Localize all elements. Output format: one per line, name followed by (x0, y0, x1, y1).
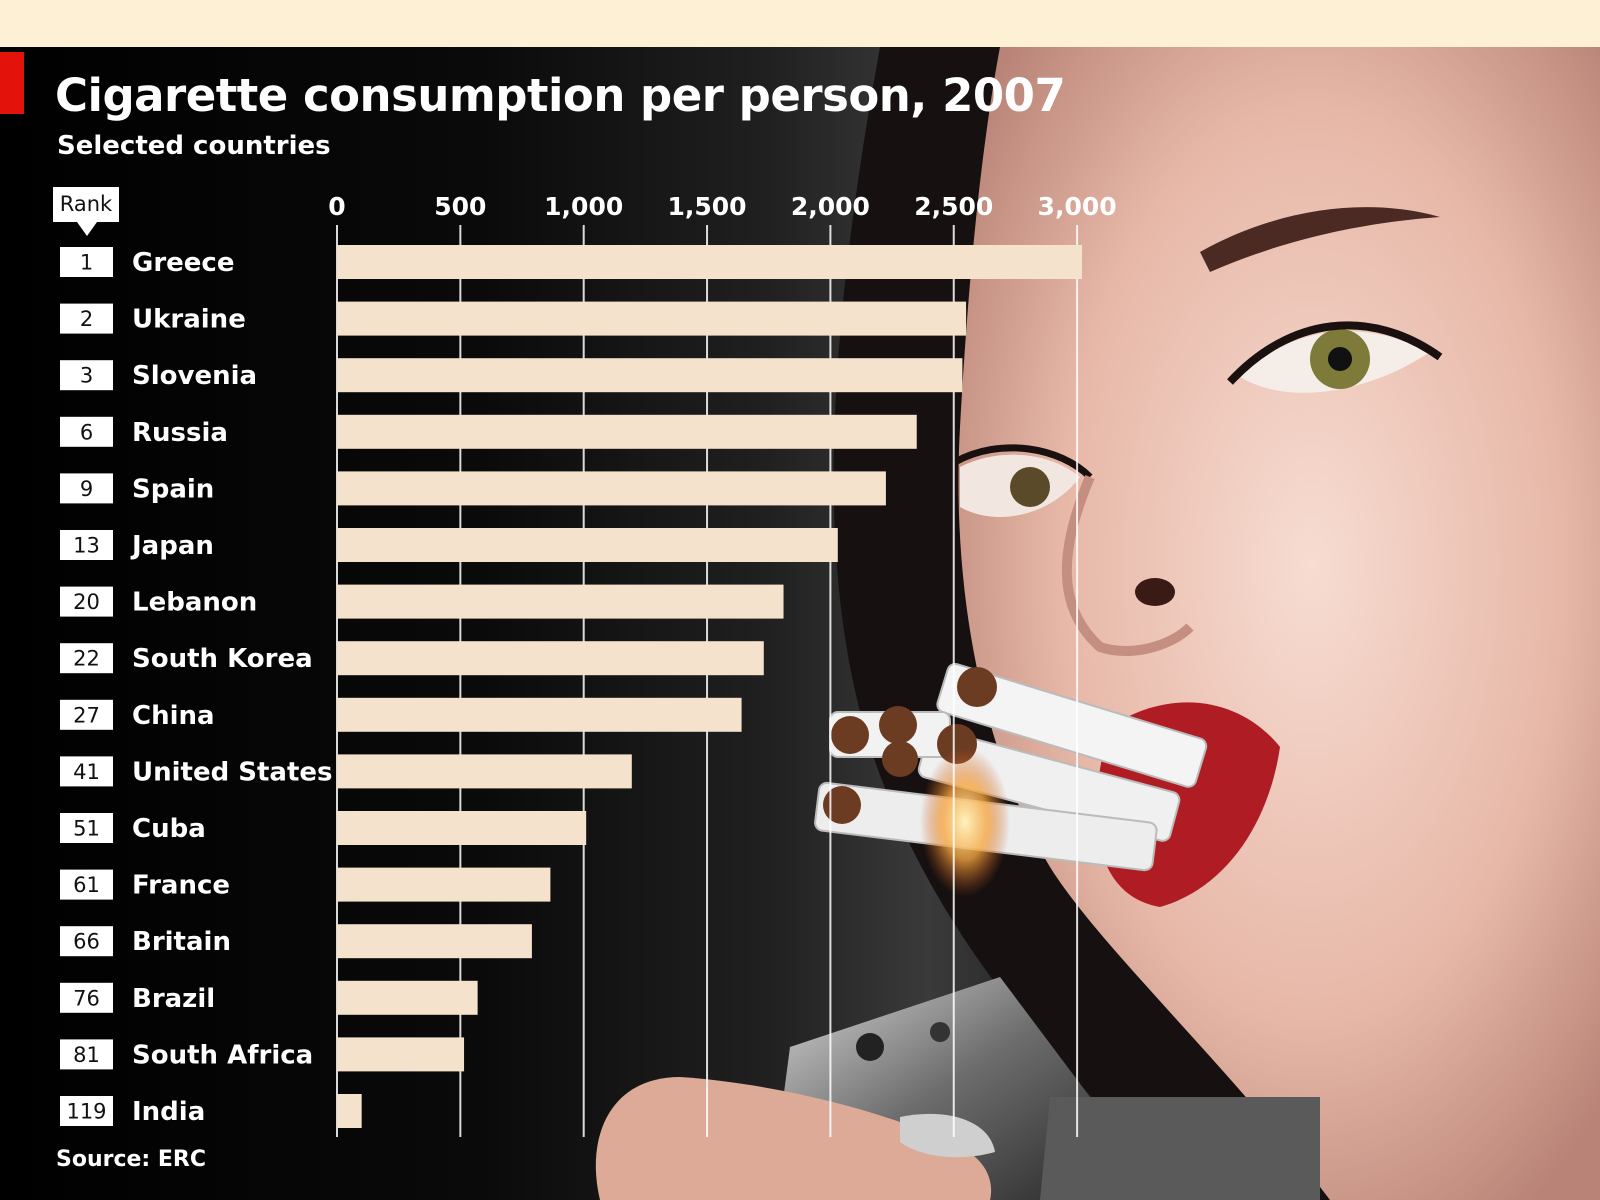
bar-13 (337, 980, 478, 1015)
rank-label-13: 76 (73, 986, 100, 1010)
rank-label-15: 119 (66, 1100, 106, 1124)
rank-label-0: 1 (80, 251, 93, 275)
rank-label-12: 66 (73, 930, 100, 954)
bar-8 (337, 697, 742, 732)
bars (337, 245, 1083, 1128)
rank-box-7 (60, 643, 113, 674)
rank-box-11 (60, 869, 113, 900)
country-label-7: South Korea (132, 644, 313, 674)
bar-11 (337, 867, 551, 902)
country-label-6: Lebanon (132, 588, 257, 618)
rank-label-3: 6 (80, 420, 93, 444)
source-note: Source: ERC (56, 1147, 207, 1172)
bar-chart: 0 500 1,000 1,500 2,000 2,500 3,000 1 Greece 2 Uk… (60, 192, 1117, 1137)
x-tick-label-0: 0 (328, 192, 345, 221)
bar-15 (337, 1094, 362, 1128)
rank-box-14 (60, 1039, 113, 1070)
chart-panel: Cigarette consumption per person, 2007 S… (0, 47, 1600, 1200)
bar-12 (337, 924, 532, 959)
bar-9 (337, 754, 632, 789)
rank-box-13 (60, 982, 113, 1013)
bar-7 (337, 641, 764, 676)
chart-title: Cigarette consumption per person, 2007 (55, 69, 1066, 122)
rank-box-3 (60, 416, 113, 447)
x-tick-label-1500: 1,500 (668, 192, 747, 221)
rank-label-11: 61 (73, 873, 100, 897)
rank-label-9: 41 (73, 760, 100, 784)
bar-10 (337, 811, 587, 845)
rank-box-10 (60, 813, 113, 843)
rank-label-7: 22 (73, 647, 100, 671)
rank-label-4: 9 (80, 477, 93, 501)
bar-6 (337, 584, 784, 619)
country-label-1: Ukraine (132, 305, 246, 335)
rank-label-2: 3 (80, 364, 93, 388)
country-label-10: Cuba (132, 814, 206, 844)
country-label-11: France (132, 871, 230, 901)
category-rows: 1 Greece 2 Ukraine 3 Slovenia 6 Russia 9 Spain 13 J… (60, 247, 333, 1127)
rank-box-2 (60, 360, 113, 391)
x-tick-label-2500: 2,500 (914, 192, 993, 221)
rank-header-pointer (77, 222, 97, 236)
country-label-8: China (132, 701, 215, 731)
rank-label-14: 81 (73, 1043, 100, 1067)
rank-box-12 (60, 926, 113, 957)
country-label-15: India (132, 1097, 205, 1127)
country-label-5: Japan (130, 531, 214, 561)
rank-box-8 (60, 699, 113, 730)
rank-label-6: 20 (73, 590, 100, 614)
rank-label-5: 13 (73, 534, 100, 558)
bar-14 (337, 1037, 465, 1072)
rank-box-9 (60, 756, 113, 787)
x-tick-labels: 0 500 1,000 1,500 2,000 2,500 3,000 (328, 192, 1116, 221)
country-label-3: Russia (132, 418, 228, 448)
country-label-13: Brazil (132, 984, 215, 1014)
country-label-9: United States (132, 757, 333, 787)
bar-0 (337, 245, 1083, 279)
country-label-14: South Africa (132, 1040, 313, 1070)
bar-3 (337, 414, 917, 449)
bar-1 (337, 301, 967, 336)
x-tick-label-500: 500 (434, 192, 486, 221)
smoking-woman-photo (595, 47, 1600, 1200)
rank-header: Rank (53, 187, 119, 222)
brand-red-tab (0, 52, 24, 114)
country-label-12: Britain (132, 927, 231, 957)
bar-5 (337, 528, 838, 562)
x-tick-label-2000: 2,000 (791, 192, 870, 221)
rank-box-5 (60, 530, 113, 560)
country-label-4: Spain (132, 474, 214, 504)
rank-box-6 (60, 586, 113, 617)
bar-2 (337, 358, 963, 393)
x-tick-label-3000: 3,000 (1038, 192, 1117, 221)
rank-label-1: 2 (80, 307, 93, 331)
x-tick-label-1000: 1,000 (544, 192, 623, 221)
country-label-2: Slovenia (132, 361, 257, 391)
bar-4 (337, 471, 886, 506)
rank-box-1 (60, 303, 113, 334)
country-label-0: Greece (132, 248, 234, 278)
rank-box-4 (60, 473, 113, 504)
rank-label-10: 51 (73, 817, 100, 841)
chart-subtitle: Selected countries (57, 131, 331, 161)
rank-label-8: 27 (73, 703, 100, 727)
rank-box-15 (60, 1096, 113, 1126)
rank-box-0 (60, 247, 113, 277)
